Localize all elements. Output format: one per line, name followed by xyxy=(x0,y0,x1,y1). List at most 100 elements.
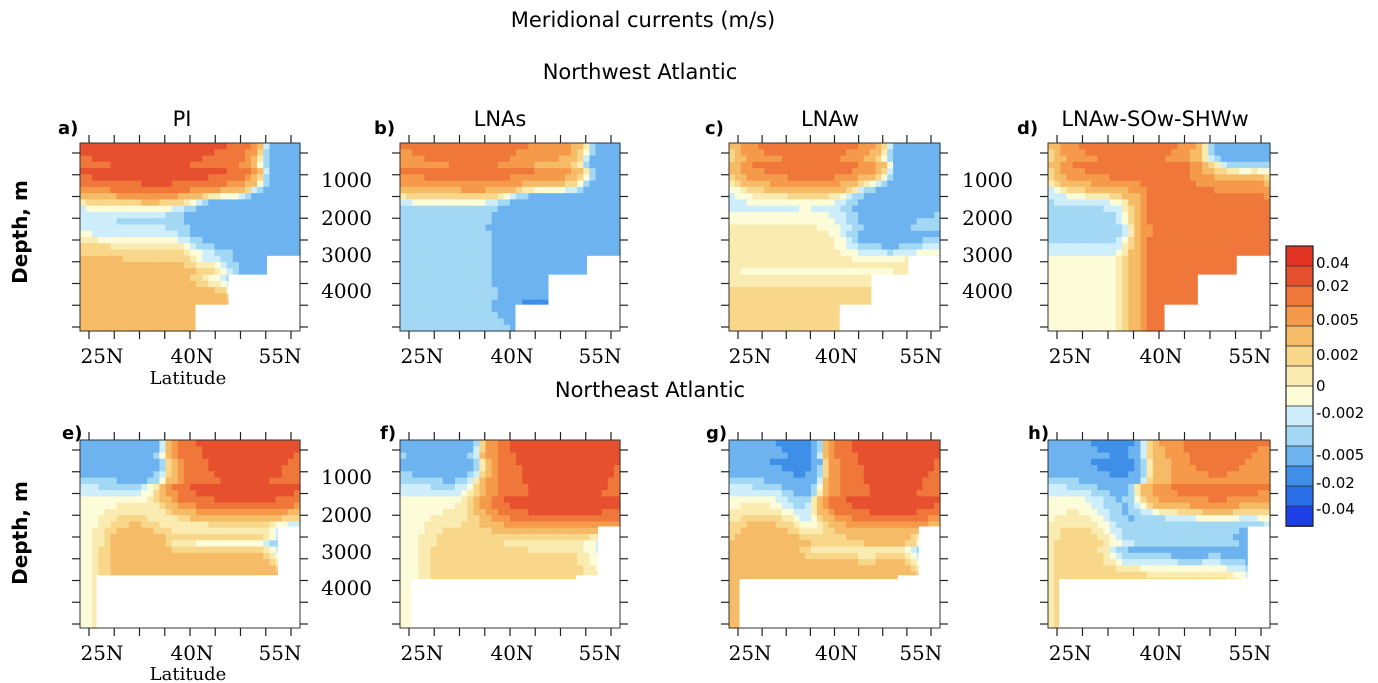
heatmap-cell xyxy=(752,161,759,169)
heatmap-cell xyxy=(565,243,572,251)
heatmap-cell xyxy=(1183,237,1191,244)
heatmap-cell xyxy=(846,180,853,188)
heatmap-cell xyxy=(828,230,836,238)
heatmap-cell xyxy=(729,180,736,188)
heatmap-cell xyxy=(904,243,912,251)
heatmap-cell xyxy=(281,218,289,226)
heatmap-cell xyxy=(135,224,142,232)
heatmap-cell xyxy=(811,180,818,188)
heatmap-cell xyxy=(153,174,161,182)
heatmap-cell xyxy=(770,218,777,226)
heatmap-cell xyxy=(805,155,812,163)
heatmap-cell xyxy=(1171,193,1179,200)
heatmap-cell xyxy=(752,287,759,294)
heatmap-cell xyxy=(828,249,836,257)
heatmap-cell xyxy=(852,237,859,244)
heatmap-cell xyxy=(764,168,771,175)
heatmap-cell xyxy=(1171,218,1179,226)
heatmap-cell xyxy=(171,477,179,485)
heatmap-cell xyxy=(424,168,432,175)
heatmap-cell xyxy=(165,318,173,326)
heatmap-cell xyxy=(436,230,444,238)
heatmap-cell xyxy=(400,262,407,269)
heatmap-cell xyxy=(1072,186,1080,194)
heatmap-cell xyxy=(116,552,124,560)
heatmap-cell xyxy=(729,143,736,150)
heatmap-cell xyxy=(775,168,783,175)
heatmap-cell xyxy=(764,324,771,332)
heatmap-cell xyxy=(238,186,246,194)
heatmap-cell xyxy=(1189,174,1197,182)
heatmap-cell xyxy=(159,155,167,163)
heatmap-cell xyxy=(1140,255,1148,263)
heatmap-cell xyxy=(497,224,505,232)
heatmap-cell xyxy=(159,458,167,466)
heatmap-cell xyxy=(875,224,882,232)
heatmap-cell xyxy=(1072,161,1080,169)
heatmap-cell xyxy=(269,230,277,238)
heatmap-cell xyxy=(857,249,865,257)
heatmap-cell xyxy=(98,224,106,232)
heatmap-cell xyxy=(1159,186,1166,194)
heatmap-cell xyxy=(1171,280,1179,288)
heatmap-cell xyxy=(875,161,882,169)
heatmap-cell xyxy=(1115,305,1123,313)
heatmap-cell xyxy=(80,609,87,617)
heatmap-cell xyxy=(80,274,87,282)
heatmap-cell xyxy=(1220,255,1228,263)
heatmap-cell xyxy=(1183,143,1191,150)
heatmap-cell xyxy=(147,199,154,207)
heatmap-cell xyxy=(1072,255,1080,263)
x-tick-label: 40N xyxy=(491,344,534,368)
heatmap-cell xyxy=(400,249,407,257)
heatmap-cell xyxy=(92,452,99,460)
heatmap-cell xyxy=(571,255,578,263)
heatmap-cell xyxy=(1202,186,1209,194)
heatmap-cell xyxy=(607,249,615,257)
heatmap-cell xyxy=(1214,230,1222,238)
heatmap-cell xyxy=(110,230,118,238)
heatmap-cell xyxy=(770,230,777,238)
heatmap-cell xyxy=(1122,168,1129,175)
heatmap-cell xyxy=(1263,199,1271,207)
heatmap-cell xyxy=(811,293,818,301)
heatmap-cell xyxy=(485,168,493,175)
heatmap-cell xyxy=(595,168,603,175)
heatmap-cell xyxy=(904,230,912,238)
heatmap-cell xyxy=(442,243,450,251)
heatmap-cell xyxy=(1233,268,1240,276)
heatmap-cell xyxy=(461,293,468,301)
heatmap-cell xyxy=(424,274,432,282)
heatmap-cell xyxy=(781,168,789,175)
heatmap-cell xyxy=(752,168,759,175)
heatmap-cell xyxy=(1165,287,1172,294)
heatmap-cell xyxy=(558,155,566,163)
heatmap-cell xyxy=(534,299,542,307)
heatmap-cell xyxy=(1103,324,1111,332)
heatmap-cell xyxy=(461,161,468,169)
heatmap-cell xyxy=(740,324,748,332)
heatmap-cell xyxy=(165,440,173,447)
heatmap-cell xyxy=(1054,218,1061,226)
heatmap-cell xyxy=(406,293,413,301)
heatmap-cell xyxy=(442,193,450,200)
heatmap-cell xyxy=(110,255,118,263)
heatmap-cell xyxy=(799,237,806,244)
heatmap-cell xyxy=(122,287,130,294)
heatmap-cell xyxy=(430,149,438,157)
heatmap-cell xyxy=(787,324,795,332)
heatmap-cell xyxy=(269,205,277,213)
heatmap-cell xyxy=(1060,274,1068,282)
heatmap-cell xyxy=(1251,243,1259,251)
heatmap-cell xyxy=(1066,230,1074,238)
heatmap-cell xyxy=(479,243,487,251)
heatmap-cell xyxy=(522,243,529,251)
heatmap-cell xyxy=(183,324,191,332)
heatmap-cell xyxy=(183,287,191,294)
heatmap-cell xyxy=(1146,312,1154,320)
heatmap-cell xyxy=(430,230,438,238)
heatmap-cell xyxy=(135,465,142,472)
heatmap-cell xyxy=(104,458,112,466)
heatmap-cell xyxy=(1048,230,1055,238)
heatmap-cell xyxy=(764,262,771,269)
